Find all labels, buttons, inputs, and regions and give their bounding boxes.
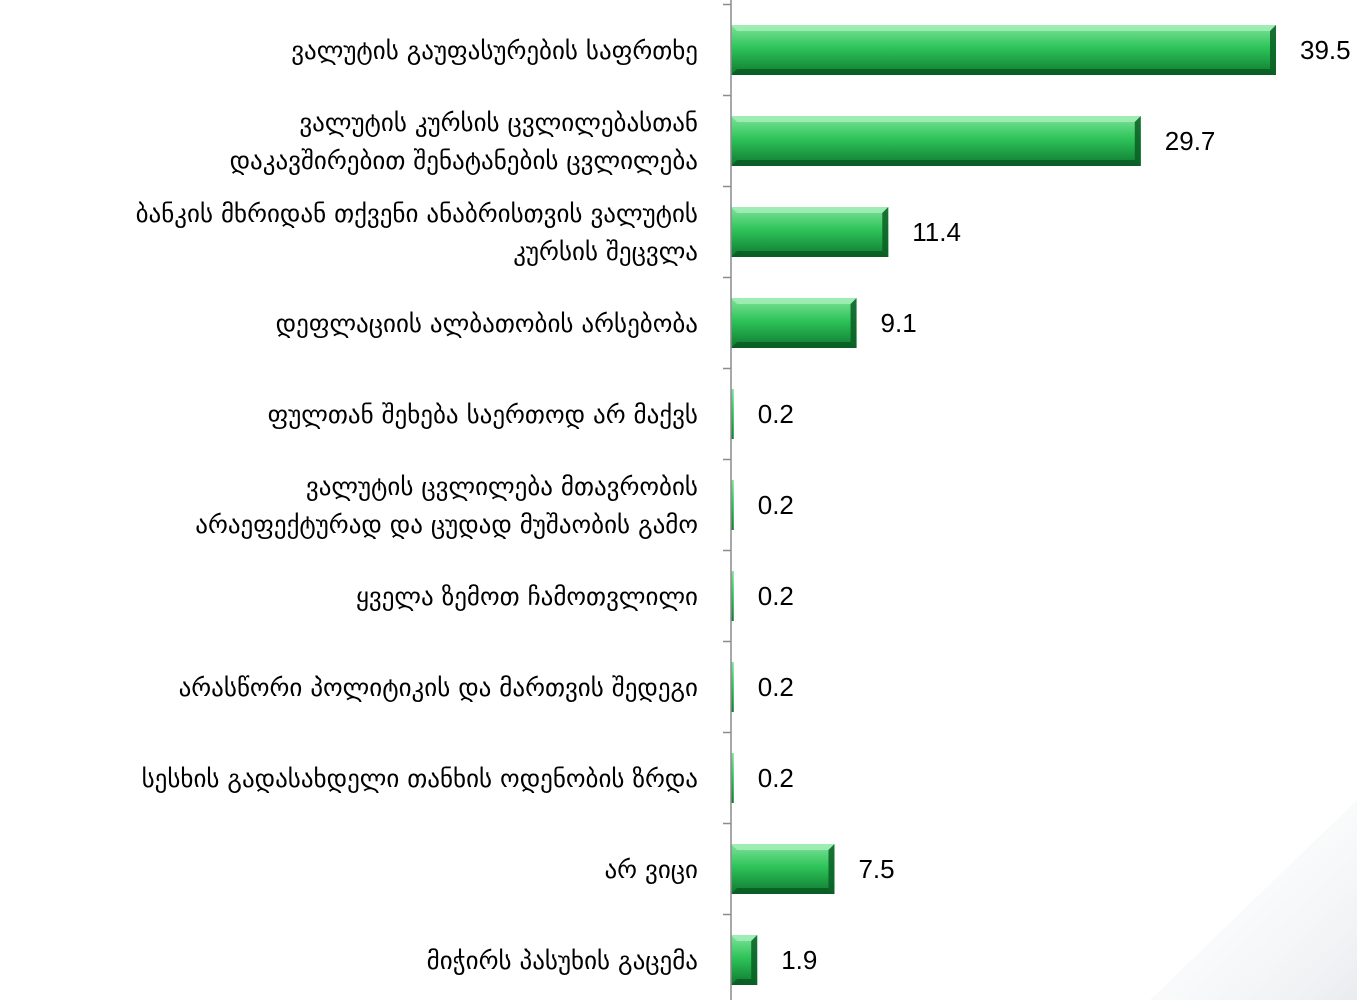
- bar-bevel-right: [751, 935, 758, 985]
- bar-bevel-bottom: [731, 888, 835, 894]
- bar: [731, 935, 758, 985]
- bar: [731, 116, 1141, 166]
- category-label: ფულთან შეხება საერთოდ არ მაქვს: [268, 400, 698, 429]
- category-label: ყველა ზემოთ ჩამოთვლილი: [356, 582, 698, 611]
- bar-bevel-top: [731, 844, 835, 850]
- bar-body: [731, 480, 734, 530]
- category-label: დაკავშირებით შენატანების ცვლილება: [230, 146, 698, 175]
- bar-bevel-top: [731, 25, 1276, 31]
- bar-bevel-top: [731, 298, 857, 304]
- data-label: 7.5: [858, 854, 894, 884]
- bar-body: [731, 571, 734, 621]
- category-label: არ ვიცი: [604, 855, 698, 884]
- category-label: მიჭირს პასუხის გაცემა: [427, 946, 698, 975]
- data-label: 0.2: [758, 581, 794, 611]
- data-label: 1.9: [781, 945, 817, 975]
- bar: [731, 25, 1276, 75]
- bar-body: [731, 207, 889, 257]
- category-label: დეფლაციის ალბათობის არსებობა: [276, 309, 698, 338]
- bar-bevel-top: [731, 935, 758, 941]
- category-label: სესხის გადასახდელი თანხის ოდენობის ზრდა: [142, 764, 698, 793]
- category-label: კურსის შეცვლა: [513, 237, 698, 266]
- bar-body: [731, 298, 857, 348]
- category-label: ვალუტის კურსის ცვლილებასთან: [299, 108, 698, 137]
- bar-bevel-right: [828, 844, 835, 894]
- bar-body: [731, 753, 734, 803]
- bar-bevel-bottom: [731, 979, 758, 985]
- bar-bevel-bottom: [731, 342, 857, 348]
- bar-bevel-bottom: [731, 69, 1276, 75]
- category-label: ვალუტის გაუფასურების საფრთხე: [291, 36, 698, 65]
- bar: [731, 389, 734, 439]
- bar-bevel-top: [731, 116, 1141, 122]
- data-label: 0.2: [758, 399, 794, 429]
- bar: [731, 480, 734, 530]
- bar-bevel-right: [882, 207, 889, 257]
- bar-body: [731, 844, 835, 894]
- data-label: 0.2: [758, 672, 794, 702]
- bar: [731, 571, 734, 621]
- bar: [731, 298, 857, 348]
- data-label: 0.2: [758, 490, 794, 520]
- background-decoration: [1150, 800, 1357, 1000]
- category-label: ვალუტის ცვლილება მთავრობის: [306, 472, 698, 501]
- bar-bevel-right: [850, 298, 857, 348]
- bar-bevel-top: [731, 207, 889, 213]
- bar-bevel-right: [1270, 25, 1276, 75]
- bar: [731, 753, 734, 803]
- data-label: 29.7: [1165, 126, 1216, 156]
- category-label: არაეფექტურად და ცუდად მუშაობის გამო: [195, 510, 698, 539]
- category-label: ბანკის მხრიდან თქვენი ანაბრისთვის ვალუტი…: [136, 199, 698, 228]
- bar-body: [731, 116, 1141, 166]
- category-label: არასწორი პოლიტიკის და მართვის შედეგი: [179, 673, 698, 702]
- data-label: 11.4: [912, 217, 961, 247]
- data-label: 9.1: [881, 308, 917, 338]
- data-label: 0.2: [758, 763, 794, 793]
- bar-body: [731, 25, 1276, 75]
- bar: [731, 207, 889, 257]
- bar-body: [731, 662, 734, 712]
- bar-bevel-bottom: [731, 251, 889, 257]
- data-label: 39.5: [1300, 35, 1351, 65]
- bar: [731, 844, 835, 894]
- bar-bevel-bottom: [731, 160, 1141, 166]
- bar: [731, 662, 734, 712]
- bar-body: [731, 389, 734, 439]
- bar-bevel-right: [1134, 116, 1141, 166]
